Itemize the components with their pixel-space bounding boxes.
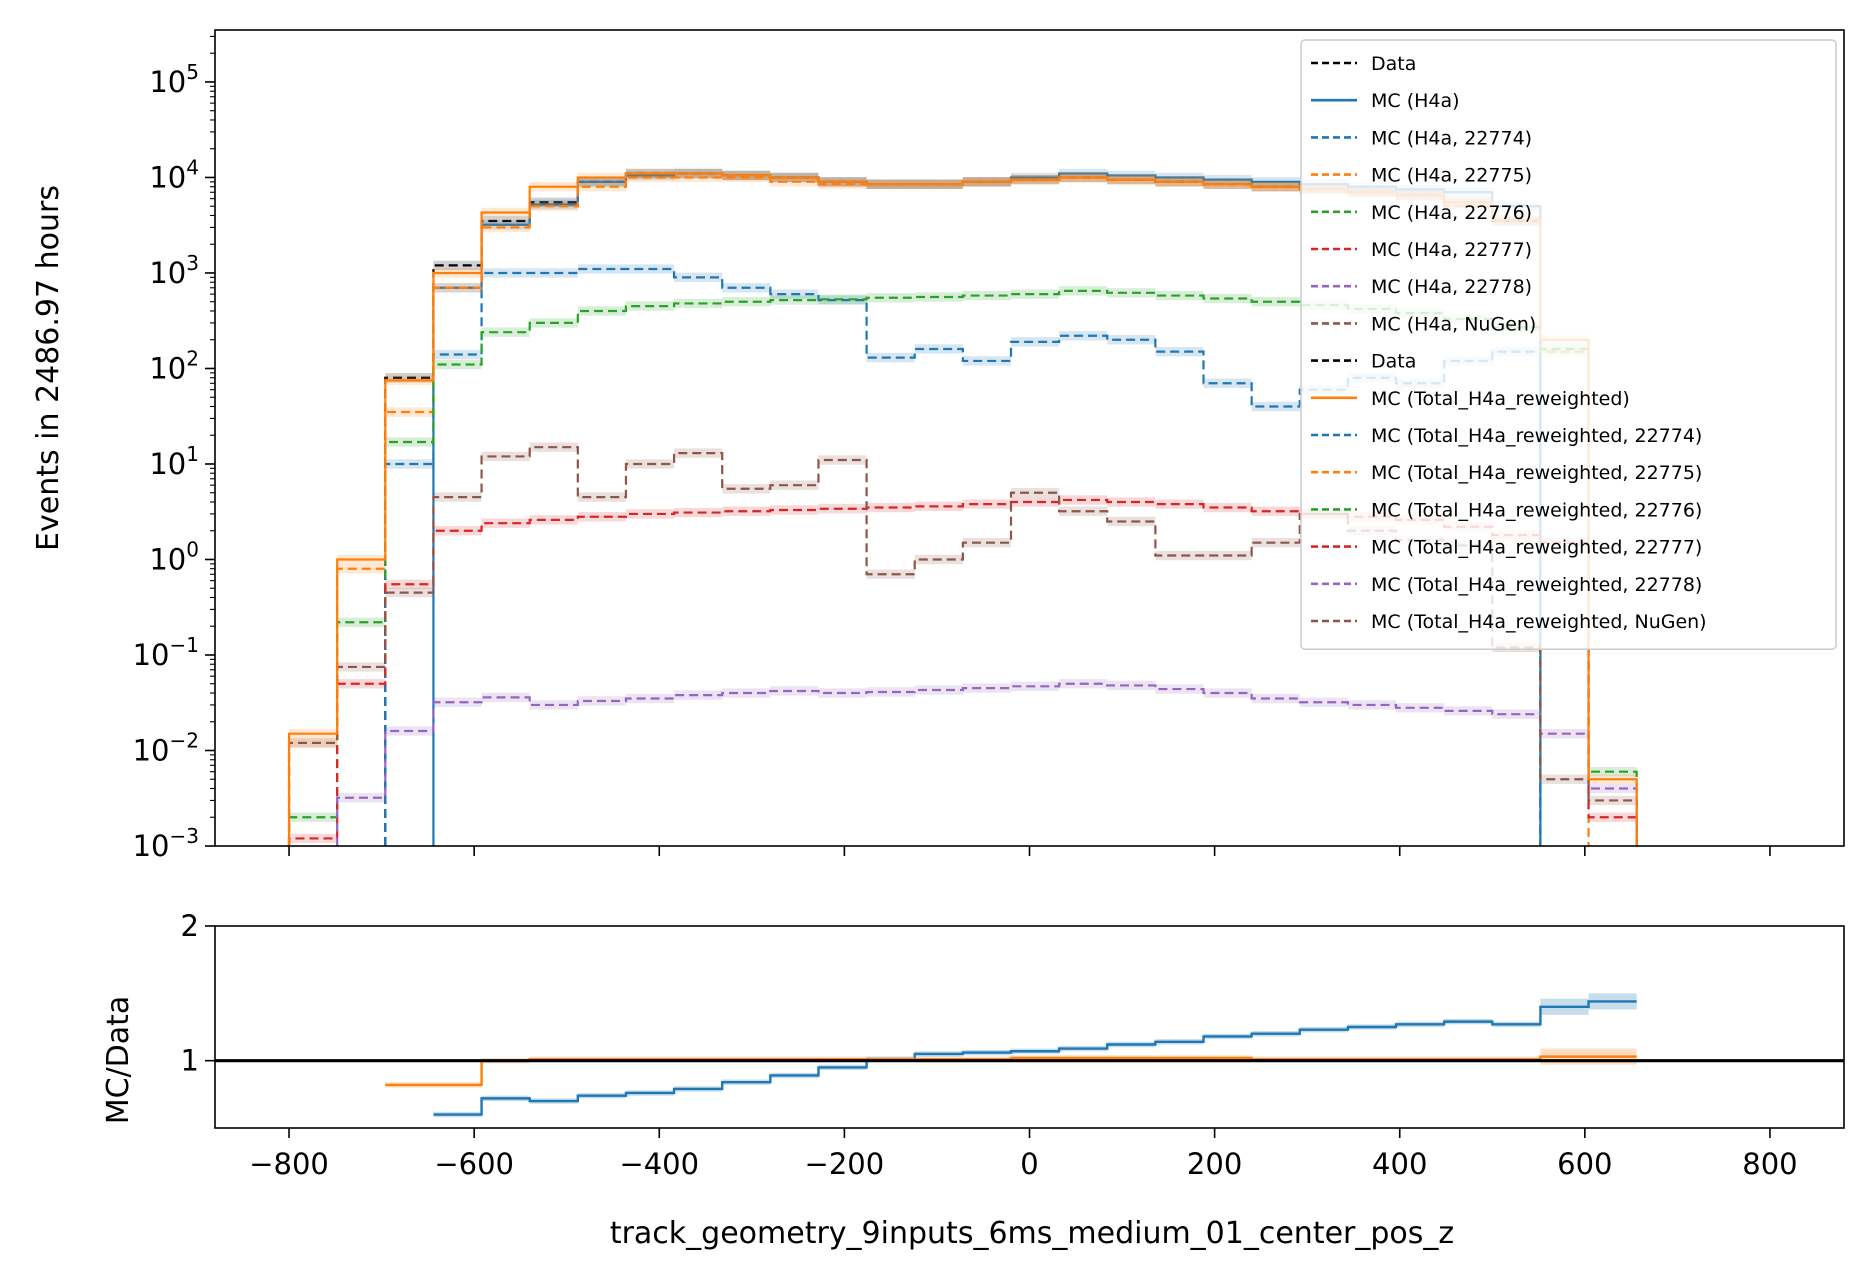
series-band-4-8 [674,298,723,309]
series-band-2-18 [1155,346,1204,357]
main-y-axis-label: Events in 2486.97 hours [31,185,66,551]
series-band-6-7 [625,693,675,704]
series-band-6-12 [866,687,915,697]
series-band-6-24 [1444,706,1493,716]
legend-label-12: MC (Total_H4a_reweighted, 22776) [1371,499,1702,521]
series-band-2-13 [914,344,963,354]
series-band-4-17 [1107,288,1156,298]
legend-label-15: MC (Total_H4a_reweighted, NuGen) [1371,611,1707,633]
series-band-2-15 [1010,337,1060,347]
legend-label-1: MC (H4a) [1371,90,1460,112]
x-tick-label-2: −400 [619,1147,699,1181]
legend-label-8: Data [1371,351,1416,373]
legend-label-7: MC (H4a, NuGen) [1371,313,1536,335]
ratio-plot: 1 2 −800 −600 −400 −200 0 200 400 600 800 [181,909,1845,1181]
main-y-tick-label-1: 10−2 [133,728,199,767]
legend-label-13: MC (Total_H4a_reweighted, 22777) [1371,537,1702,559]
series-line-0 [384,172,1542,846]
series-band-5-13 [914,501,963,512]
x-tick-label-4: 0 [1020,1147,1038,1181]
series-band-3-3 [433,283,482,293]
main-y-tick-label-5: 102 [149,346,199,385]
ratio-line-0 [433,1000,1637,1116]
series-band-7-3 [433,492,482,502]
legend-label-2: MC (H4a, 22774) [1371,127,1532,149]
main-plot: 10−3 10−2 10−1 100 101 102 103 104 105 [133,29,1845,863]
series-band-2-5 [529,268,578,278]
ratio-y-axis-label: MC/Data [101,996,136,1125]
main-y-tick-label-4: 101 [149,442,199,481]
legend-label-11: MC (Total_H4a_reweighted, 22775) [1371,462,1702,484]
x-tick-label-1: −600 [434,1147,514,1181]
series-band-5-6 [577,512,626,522]
main-y-tick-label-3: 100 [149,537,199,576]
series-band-6-17 [1107,680,1156,691]
main-y-tick-label-6: 103 [149,251,199,290]
series-band-3-4 [481,222,530,233]
main-y-tick-label-0: 10−3 [133,824,199,863]
legend-label-0: Data [1371,53,1416,75]
legend-label-14: MC (Total_H4a_reweighted, 22778) [1371,574,1702,596]
legend-label-5: MC (H4a, 22777) [1371,239,1532,261]
ratio-y-tick-label-1: 2 [181,909,199,943]
main-y-tick-label-7: 104 [149,155,199,194]
main-y-tick-label-8: 105 [149,60,199,99]
series-band-2-6 [577,264,626,274]
main-y-tick-label-2: 10−1 [133,633,199,672]
legend-label-4: MC (H4a, 22776) [1371,202,1532,224]
legend-label-9: MC (Total_H4a_reweighted) [1371,388,1630,410]
x-tick-label-0: −800 [249,1147,329,1181]
series-band-6-3 [433,697,482,707]
x-tick-label-5: 200 [1187,1147,1242,1181]
series-band-6-21 [1299,697,1348,707]
series-band-4-15 [1010,289,1060,299]
series-band-3-11 [818,179,867,189]
series-band-5-1 [337,679,386,689]
series-band-7-16 [1059,506,1108,516]
x-tick-label-7: 600 [1557,1147,1612,1181]
series-band-7-20 [1251,537,1300,548]
series-band-4-20 [1251,297,1300,307]
legend-label-6: MC (H4a, 22778) [1371,276,1532,298]
series-band-6-10 [770,686,819,696]
series-band-2-14 [962,356,1011,366]
series-band-2-16 [1059,331,1108,341]
main-data-layer [287,168,1638,846]
x-axis-label: track_geometry_9inputs_6ms_medium_01_cen… [610,1216,1454,1251]
ratio-y-tick-label-0: 1 [181,1044,199,1078]
series-line-5 [287,498,1638,846]
legend: Data MC (H4a) MC (H4a, 22774) MC (H4a, 2277… [1300,39,1837,650]
series-band-7-12 [866,569,915,579]
series-band-5-20 [1251,506,1300,516]
x-tick-label-3: −200 [805,1147,885,1181]
legend-box [1300,39,1837,650]
series-band-6-4 [481,692,530,703]
series-band-4-0 [289,812,338,822]
series-band-3-1 [337,564,386,574]
series-band-7-18 [1155,550,1204,561]
x-tick-label-6: 400 [1372,1147,1427,1181]
series-band-7-1 [337,662,386,672]
series-band-7-2 [385,587,434,598]
legend-label-3: MC (H4a, 22775) [1371,165,1532,187]
x-tick-label-8: 800 [1742,1147,1797,1181]
legend-label-10: MC (Total_H4a_reweighted, 22774) [1371,425,1702,447]
series-6 [336,679,1638,846]
ratio-series-0 [433,993,1637,1118]
series-band-3-8 [674,172,723,183]
series-band-5-15 [1010,497,1060,507]
series-band-5-27 [1588,812,1637,822]
series-line-6 [336,682,1638,846]
